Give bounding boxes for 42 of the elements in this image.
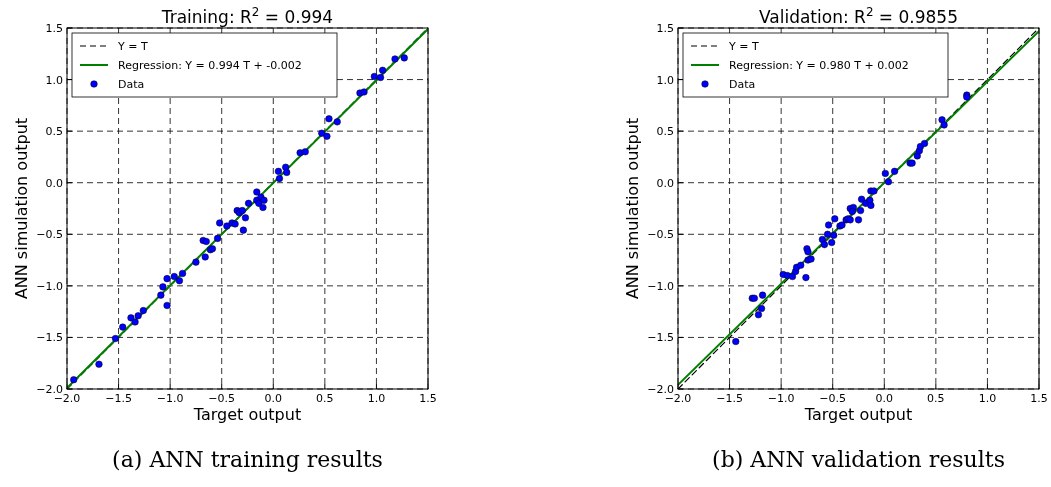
x-tick-label: −0.5 [819, 392, 847, 405]
x-axis-title: Target output [192, 405, 302, 424]
chart-title: Training: R$^{2}$ = 0.994 [160, 5, 334, 27]
y-tick-label: 0.0 [45, 176, 63, 190]
y-tick-label: 1.0 [656, 73, 674, 87]
legend-label: Y = T [728, 40, 759, 53]
legend-label: Regression: Y = 0.980 T + 0.002 [729, 59, 909, 72]
chart-title: Validation: R$^{2}$ = 0.9855 [758, 5, 959, 27]
y-tick-label: −1.5 [647, 331, 674, 345]
x-tick-label: 1.5 [1030, 392, 1048, 405]
x-tick-label: −1.5 [716, 392, 743, 405]
legend-label: Data [118, 78, 145, 91]
y-tick-label: 0.5 [656, 125, 674, 139]
x-tick-label: 0.0 [875, 392, 894, 405]
x-tick-label: 1.0 [367, 392, 386, 405]
x-tick-label: 0.5 [927, 392, 945, 405]
x-tick-label: 0.0 [264, 392, 283, 405]
y-tick-label: −1.0 [36, 279, 63, 293]
y-tick-label: 1.5 [656, 22, 674, 35]
x-tick-label: −0.5 [208, 392, 236, 405]
legend-label: Y = T [117, 40, 148, 53]
x-tick-label: −1.0 [156, 392, 184, 405]
legend-label: Data [729, 78, 756, 91]
x-tick-label: 0.5 [316, 392, 334, 405]
y-tick-label: 1.5 [45, 22, 63, 35]
text: (b) ANN validation results [712, 447, 1005, 472]
text: (a) ANN training results [112, 447, 383, 472]
y-axis-title: ANN simulation output [623, 117, 642, 300]
x-tick-label: 1.5 [419, 392, 437, 405]
y-tick-label: −0.5 [647, 228, 674, 242]
legend-label: Regression: Y = 0.994 T + -0.002 [118, 59, 302, 72]
x-tick-label: −1.5 [105, 392, 132, 405]
x-axis-title: Target output [803, 405, 913, 424]
y-tick-label: −1.5 [36, 331, 63, 345]
y-tick-label: −0.5 [36, 228, 63, 242]
y-tick-label: 1.0 [45, 73, 63, 87]
y-tick-label: 0.0 [656, 176, 674, 190]
x-tick-label: 1.0 [978, 392, 997, 405]
x-tick-label: −1.0 [767, 392, 795, 405]
y-tick-label: −1.0 [647, 279, 674, 293]
y-tick-label: 0.5 [45, 125, 63, 139]
y-axis-title: ANN simulation output [12, 117, 31, 300]
